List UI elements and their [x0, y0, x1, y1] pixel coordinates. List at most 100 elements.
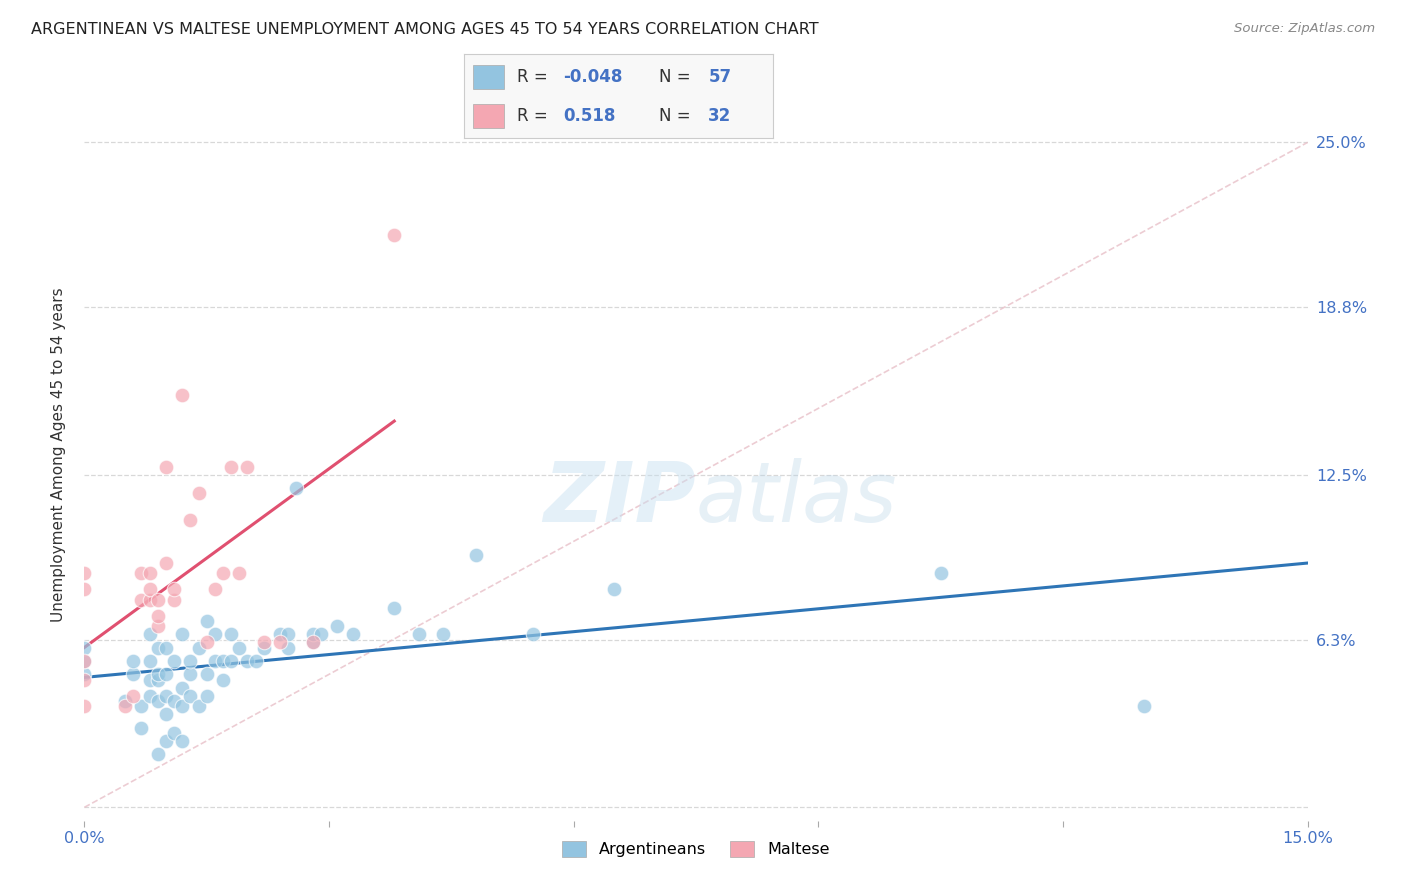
Point	[114, 694, 136, 708]
Text: ARGENTINEAN VS MALTESE UNEMPLOYMENT AMONG AGES 45 TO 54 YEARS CORRELATION CHART: ARGENTINEAN VS MALTESE UNEMPLOYMENT AMON…	[31, 22, 818, 37]
Point	[253, 635, 276, 649]
Point	[228, 566, 250, 581]
Point	[187, 486, 209, 500]
Point	[236, 459, 259, 474]
Point	[138, 673, 160, 687]
Point	[146, 608, 169, 623]
Point	[179, 654, 201, 668]
Point	[172, 681, 194, 695]
Point	[155, 667, 177, 681]
Point	[172, 699, 194, 714]
Point	[138, 654, 160, 668]
Text: atlas: atlas	[696, 458, 897, 540]
Point	[212, 673, 235, 687]
Point	[73, 673, 96, 687]
Point	[187, 640, 209, 655]
Point	[131, 721, 153, 735]
Point	[195, 689, 218, 703]
Point	[219, 459, 242, 474]
Point	[253, 640, 276, 655]
Point	[146, 619, 169, 633]
Point	[212, 566, 235, 581]
FancyBboxPatch shape	[474, 65, 505, 89]
Point	[146, 673, 169, 687]
Point	[73, 699, 96, 714]
Point	[73, 566, 96, 581]
Point	[114, 699, 136, 714]
Point	[73, 667, 96, 681]
Point	[73, 654, 96, 668]
Point	[179, 667, 201, 681]
Point	[131, 566, 153, 581]
Point	[301, 635, 323, 649]
Point	[245, 654, 267, 668]
Point	[122, 689, 145, 703]
Point	[138, 627, 160, 641]
Point	[155, 459, 177, 474]
Point	[277, 627, 299, 641]
Point	[172, 734, 194, 748]
Point	[73, 582, 96, 597]
Text: N =: N =	[659, 69, 696, 87]
Point	[204, 627, 226, 641]
Point	[603, 582, 626, 597]
Point	[187, 699, 209, 714]
Point	[277, 640, 299, 655]
Point	[146, 747, 169, 761]
Point	[163, 654, 186, 668]
Point	[408, 627, 430, 641]
Point	[269, 627, 291, 641]
Point	[269, 635, 291, 649]
Point	[163, 694, 186, 708]
Point	[122, 654, 145, 668]
Text: 0.518: 0.518	[562, 107, 616, 125]
Point	[131, 593, 153, 607]
Point	[301, 627, 323, 641]
Point	[163, 582, 186, 597]
Point	[155, 640, 177, 655]
Point	[195, 667, 218, 681]
Point	[138, 593, 160, 607]
Point	[146, 640, 169, 655]
Point	[236, 654, 259, 668]
Point	[172, 388, 194, 402]
Point	[285, 481, 308, 495]
Point	[146, 694, 169, 708]
Point	[228, 640, 250, 655]
Text: Source: ZipAtlas.com: Source: ZipAtlas.com	[1234, 22, 1375, 36]
Point	[73, 640, 96, 655]
Point	[179, 513, 201, 527]
Point	[138, 689, 160, 703]
Text: R =: R =	[516, 107, 558, 125]
Point	[146, 667, 169, 681]
Point	[155, 689, 177, 703]
Point	[155, 734, 177, 748]
Point	[195, 635, 218, 649]
Point	[522, 627, 544, 641]
Point	[155, 707, 177, 722]
Point	[172, 627, 194, 641]
Point	[219, 654, 242, 668]
Point	[464, 548, 486, 562]
Point	[155, 556, 177, 570]
Point	[179, 689, 201, 703]
Legend: Argentineans, Maltese: Argentineans, Maltese	[555, 835, 837, 863]
Point	[301, 635, 323, 649]
Point	[326, 619, 349, 633]
Point	[1133, 699, 1156, 714]
Point	[138, 566, 160, 581]
Point	[204, 654, 226, 668]
Point	[146, 593, 169, 607]
Point	[309, 627, 332, 641]
Point	[163, 726, 186, 740]
Text: R =: R =	[516, 69, 553, 87]
Point	[163, 593, 186, 607]
Text: 32: 32	[709, 107, 731, 125]
Point	[73, 654, 96, 668]
Point	[131, 699, 153, 714]
Y-axis label: Unemployment Among Ages 45 to 54 years: Unemployment Among Ages 45 to 54 years	[51, 287, 66, 623]
Text: -0.048: -0.048	[562, 69, 623, 87]
Point	[122, 667, 145, 681]
Text: N =: N =	[659, 107, 696, 125]
Point	[929, 566, 952, 581]
